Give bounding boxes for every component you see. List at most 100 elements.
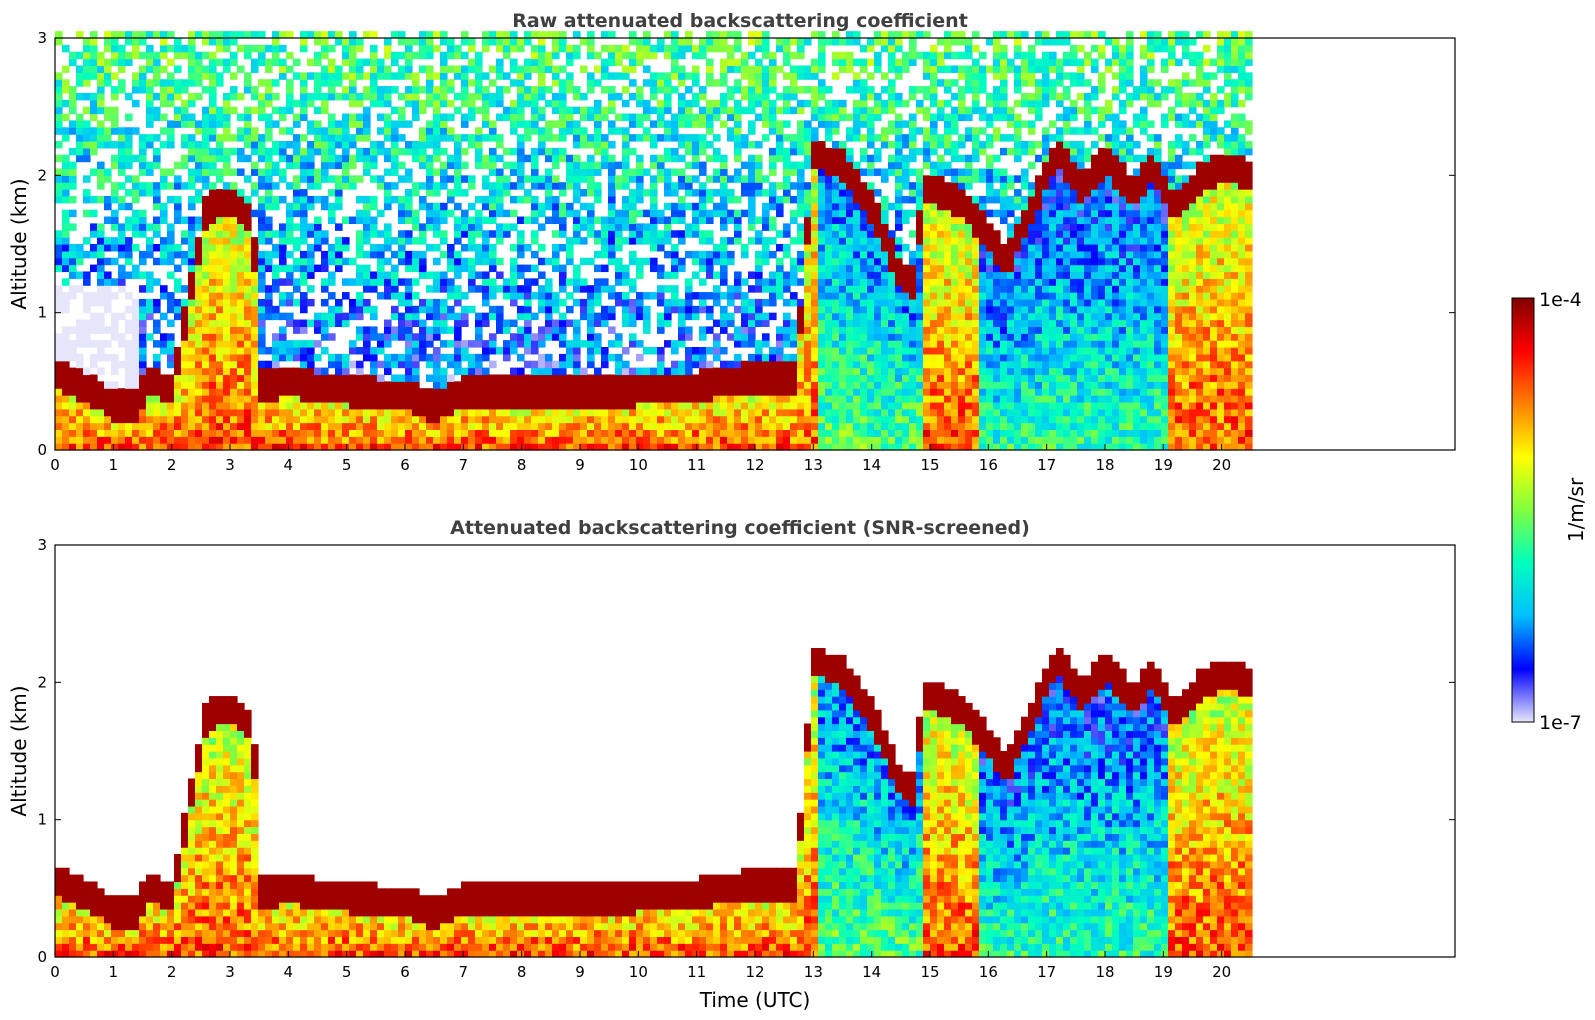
heatmap-cell (790, 168, 798, 176)
heatmap-cell (839, 353, 847, 362)
heatmap-cell (741, 415, 749, 424)
heatmap-cell (118, 250, 126, 259)
heatmap-cell (391, 195, 399, 204)
heatmap-cell (181, 360, 189, 369)
heatmap-cell (188, 223, 196, 231)
heatmap-cell (447, 154, 455, 163)
heatmap-cell (531, 422, 539, 430)
heatmap-cell (342, 374, 350, 382)
heatmap-cell (202, 312, 210, 321)
heatmap-cell (825, 360, 833, 369)
heatmap-cell (664, 127, 672, 135)
heatmap-cell (174, 395, 182, 403)
heatmap-cell (90, 443, 98, 451)
heatmap-cell (363, 147, 371, 156)
heatmap-cell (342, 161, 350, 170)
heatmap-cell (804, 147, 812, 156)
heatmap-cell (223, 195, 231, 204)
heatmap-cell (440, 278, 448, 286)
heatmap-cell (209, 58, 217, 67)
heatmap-cell (251, 271, 259, 279)
heatmap-cell (720, 209, 728, 218)
heatmap-cell (83, 92, 91, 101)
heatmap-cell (839, 388, 847, 396)
heatmap-cell (223, 127, 231, 135)
heatmap-cell (146, 51, 154, 60)
heatmap-cell (132, 360, 140, 369)
heatmap-cell (300, 202, 308, 211)
heatmap-cell (153, 319, 161, 327)
heatmap-cell (216, 154, 224, 163)
heatmap-cell (594, 51, 602, 60)
heatmap-cell (783, 72, 791, 80)
heatmap-cell (594, 388, 602, 396)
heatmap-cell (370, 195, 378, 204)
heatmap-cell (524, 360, 532, 369)
heatmap-cell (83, 436, 91, 444)
heatmap-cell (468, 99, 476, 108)
heatmap-cell (769, 408, 777, 417)
heatmap-cell (811, 195, 819, 204)
heatmap-cell (636, 175, 644, 183)
heatmap-cell (265, 79, 273, 87)
heatmap-cell (349, 134, 357, 142)
heatmap-cell (55, 31, 63, 39)
heatmap-cell (489, 154, 497, 163)
heatmap-cell (566, 388, 574, 396)
heatmap-cell (125, 31, 133, 39)
heatmap-cell (776, 38, 784, 46)
heatmap-cell (153, 298, 161, 307)
heatmap-cell (195, 333, 203, 341)
heatmap-cell (503, 429, 511, 437)
heatmap-cell (195, 244, 203, 252)
heatmap-cell (286, 216, 294, 224)
heatmap-cell (601, 230, 609, 238)
heatmap-cell (678, 305, 686, 314)
heatmap-cell (769, 395, 777, 403)
heatmap-cell (615, 436, 623, 444)
heatmap-cell (146, 443, 154, 451)
heatmap-cell (342, 319, 350, 327)
heatmap-cell (517, 381, 525, 389)
heatmap-cell (699, 374, 707, 382)
heatmap-cell (160, 443, 168, 451)
heatmap-cell (517, 374, 525, 382)
heatmap-cell (636, 443, 644, 451)
heatmap-cell (209, 209, 217, 218)
heatmap-cell (524, 127, 532, 135)
heatmap-cell (657, 326, 665, 334)
heatmap-cell (727, 443, 735, 451)
heatmap-cell (244, 223, 252, 231)
heatmap-cell (412, 401, 420, 410)
heatmap-cell (713, 367, 721, 376)
heatmap-cell (433, 285, 441, 293)
heatmap-cell (664, 106, 672, 115)
heatmap-cell (797, 72, 805, 80)
heatmap-cell (454, 106, 462, 115)
heatmap-cell (391, 415, 399, 424)
heatmap-cell (566, 168, 574, 176)
heatmap-cell (223, 285, 231, 293)
heatmap-cell (153, 72, 161, 80)
heatmap-cell (139, 333, 147, 341)
heatmap-cell (671, 202, 679, 211)
heatmap-cell (629, 443, 637, 451)
heatmap-cell (517, 312, 525, 321)
heatmap-cell (237, 250, 245, 259)
heatmap-cell (391, 141, 399, 149)
heatmap-cell (230, 223, 238, 231)
heatmap-cell (769, 401, 777, 410)
heatmap-cell (398, 250, 406, 259)
heatmap-cell (559, 422, 567, 430)
heatmap-cell (559, 120, 567, 128)
heatmap-cell (671, 298, 679, 307)
heatmap-cell (419, 134, 427, 142)
heatmap-cell (636, 134, 644, 142)
heatmap-cell (279, 326, 287, 334)
heatmap-cell (650, 79, 658, 87)
heatmap-cell (559, 99, 567, 108)
heatmap-cell (825, 134, 833, 142)
heatmap-cell (251, 305, 259, 314)
heatmap-cell (307, 168, 315, 176)
heatmap-cell (160, 127, 168, 135)
